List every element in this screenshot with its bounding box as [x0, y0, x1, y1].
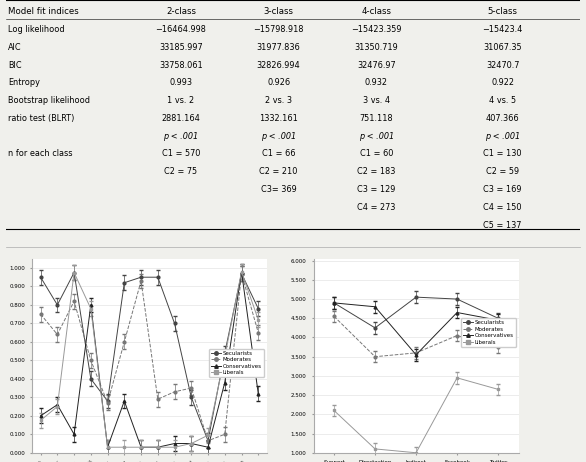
Text: 0.922: 0.922: [491, 79, 514, 87]
Text: −16464.998: −16464.998: [155, 25, 206, 34]
Text: 5-class: 5-class: [488, 7, 517, 16]
Text: 1 vs. 2: 1 vs. 2: [168, 96, 195, 105]
Text: 32826.994: 32826.994: [257, 61, 301, 70]
Text: 32476.97: 32476.97: [357, 61, 396, 70]
Legend: Secularists, Moderates, Conservatives, Liberals: Secularists, Moderates, Conservatives, L…: [461, 318, 516, 347]
Text: 31977.836: 31977.836: [257, 43, 301, 52]
Text: C3 = 169: C3 = 169: [483, 185, 522, 194]
Text: C1 = 130: C1 = 130: [483, 149, 522, 158]
Text: C3= 369: C3= 369: [261, 185, 297, 194]
Text: Log likelihood: Log likelihood: [8, 25, 65, 34]
Text: BIC: BIC: [8, 61, 22, 70]
Text: C1 = 66: C1 = 66: [262, 149, 295, 158]
Text: p < .001: p < .001: [261, 132, 296, 140]
Text: 2 vs. 3: 2 vs. 3: [265, 96, 292, 105]
Text: 4 vs. 5: 4 vs. 5: [489, 96, 516, 105]
Text: 3 vs. 4: 3 vs. 4: [363, 96, 390, 105]
Text: 4-class: 4-class: [362, 7, 391, 16]
Text: 407.366: 407.366: [486, 114, 519, 123]
Text: 0.932: 0.932: [364, 79, 388, 87]
Text: C2 = 210: C2 = 210: [260, 167, 298, 176]
Text: ratio test (BLRT): ratio test (BLRT): [8, 114, 74, 123]
Legend: Secularists, Moderates, Conservatives, Liberals: Secularists, Moderates, Conservatives, L…: [209, 349, 264, 377]
Text: Entropy: Entropy: [8, 79, 40, 87]
Text: 2881.164: 2881.164: [162, 114, 200, 123]
Text: −15423.4: −15423.4: [482, 25, 523, 34]
Text: −15423.359: −15423.359: [351, 25, 401, 34]
Text: 33185.997: 33185.997: [159, 43, 203, 52]
Text: C1 = 570: C1 = 570: [162, 149, 200, 158]
Text: C2 = 59: C2 = 59: [486, 167, 519, 176]
Text: 33758.061: 33758.061: [159, 61, 203, 70]
Text: C1 = 60: C1 = 60: [360, 149, 393, 158]
Text: p < .001: p < .001: [359, 132, 394, 140]
Text: C2 = 75: C2 = 75: [165, 167, 197, 176]
Text: C2 = 183: C2 = 183: [357, 167, 396, 176]
Text: Bootstrap likelihood: Bootstrap likelihood: [8, 96, 90, 105]
Text: C4 = 273: C4 = 273: [357, 203, 396, 212]
Text: p < .001: p < .001: [485, 132, 520, 140]
Text: n for each class: n for each class: [8, 149, 73, 158]
Text: 31067.35: 31067.35: [483, 43, 522, 52]
Text: 31350.719: 31350.719: [355, 43, 398, 52]
Text: 751.118: 751.118: [359, 114, 393, 123]
Text: C5 = 137: C5 = 137: [483, 220, 522, 230]
Text: C3 = 129: C3 = 129: [357, 185, 396, 194]
Text: 0.993: 0.993: [169, 79, 193, 87]
Text: C4 = 150: C4 = 150: [483, 203, 522, 212]
Text: p < .001: p < .001: [163, 132, 199, 140]
Text: Model fit indices: Model fit indices: [8, 7, 79, 16]
Text: 0.926: 0.926: [267, 79, 290, 87]
Text: −15798.918: −15798.918: [253, 25, 304, 34]
Text: 3-class: 3-class: [264, 7, 294, 16]
Text: AIC: AIC: [8, 43, 22, 52]
Text: 32470.7: 32470.7: [486, 61, 519, 70]
Text: 1332.161: 1332.161: [259, 114, 298, 123]
Text: 2-class: 2-class: [166, 7, 196, 16]
